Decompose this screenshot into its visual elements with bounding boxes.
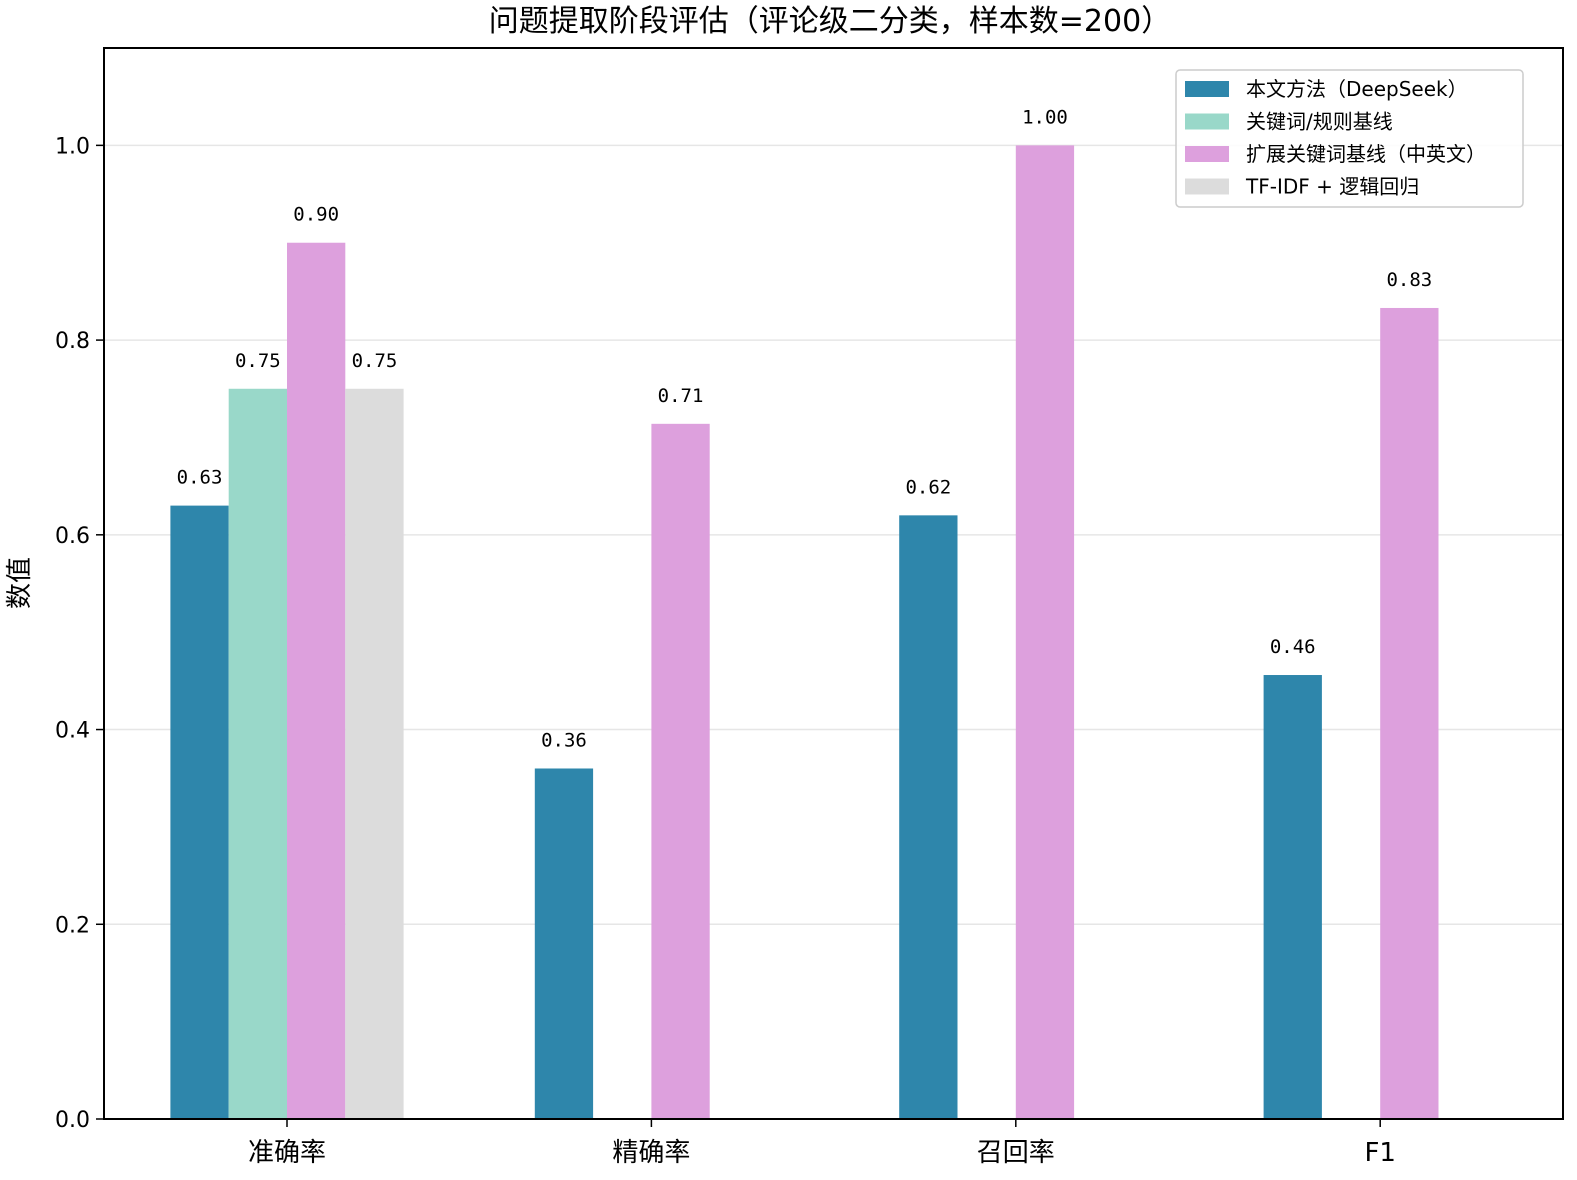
legend-swatch (1185, 81, 1229, 97)
bar (1380, 307, 1439, 1119)
bar (534, 768, 594, 1119)
legend-label: 关键词/规则基线 (1246, 110, 1393, 134)
legend-swatch (1185, 178, 1229, 195)
legend-label: 扩展关键词基线（中英文） (1246, 142, 1486, 166)
y-tick-label: 0.2 (55, 913, 90, 938)
y-tick-label: 0.8 (55, 329, 90, 354)
x-tick-label: 精确率 (612, 1138, 690, 1168)
bar (228, 388, 287, 1120)
data-label: 0.63 (177, 467, 223, 489)
legend-label: TF-IDF + 逻辑回归 (1245, 175, 1419, 199)
x-tick-label: F1 (1364, 1138, 1396, 1168)
y-axis-label: 数值 (5, 557, 35, 609)
legend-swatch (1185, 113, 1229, 130)
legend-swatch (1185, 146, 1229, 162)
y-tick-label: 0.6 (55, 524, 90, 549)
legend-frame (1175, 69, 1524, 208)
data-label: 0.71 (658, 385, 704, 407)
legend-label: 本文方法（DeepSeek） (1246, 77, 1468, 101)
y-tick-label: 0.4 (55, 719, 90, 744)
x-tick-label: 准确率 (248, 1138, 326, 1168)
data-label: 0.46 (1270, 636, 1316, 658)
bar (899, 515, 958, 1119)
chart-title: 问题提取阶段评估（评论级二分类，样本数=200） (489, 4, 1171, 39)
y-tick-label: 1.0 (55, 134, 90, 159)
x-tick-label: 召回率 (977, 1138, 1055, 1168)
data-label: 0.36 (541, 729, 587, 751)
bar (170, 505, 229, 1119)
bar (345, 388, 404, 1120)
data-label: 1.00 (1022, 106, 1068, 128)
data-label: 0.90 (293, 204, 339, 226)
data-label: 0.75 (352, 350, 398, 372)
data-label: 0.83 (1386, 269, 1432, 291)
y-tick-label: 0.0 (55, 1108, 90, 1133)
data-label: 0.62 (905, 476, 951, 498)
bar (287, 242, 346, 1119)
plot-frame (103, 47, 1564, 1120)
bar (1015, 145, 1075, 1119)
bar (1263, 675, 1322, 1119)
data-label: 0.75 (235, 350, 281, 372)
bar (651, 423, 710, 1120)
